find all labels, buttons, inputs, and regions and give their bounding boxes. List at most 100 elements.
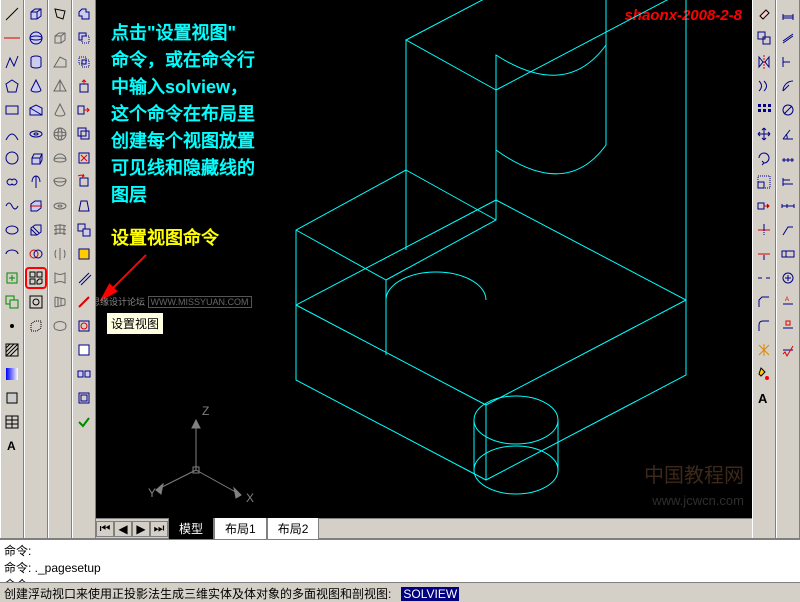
sphere-tool[interactable] [25,27,47,49]
center-mark-tool[interactable] [777,267,799,289]
offset-tool[interactable] [753,75,775,97]
intersect-tool[interactable] [73,51,95,73]
torus-tool[interactable] [25,123,47,145]
extend-tool[interactable] [753,243,775,265]
edgesurf-tool[interactable] [49,315,71,337]
cone-surf-tool[interactable] [49,99,71,121]
tab-model[interactable]: 模型 [168,517,214,540]
tab-layout2[interactable]: 布局2 [267,517,320,540]
3dface-tool[interactable] [49,3,71,25]
circle-tool[interactable] [1,147,23,169]
line-tool[interactable] [1,3,23,25]
clean-tool[interactable] [73,339,95,361]
dimtedit-tool[interactable] [777,315,799,337]
spline-tool[interactable] [1,195,23,217]
revcloud-tool[interactable] [1,171,23,193]
slice-tool[interactable] [25,195,47,217]
fillet-tool[interactable] [753,315,775,337]
chamfer-tool[interactable] [753,291,775,313]
copy-face-tool[interactable] [73,219,95,241]
ellipse-tool[interactable] [1,219,23,241]
copy-edge-tool[interactable] [73,267,95,289]
rulesurf-tool[interactable] [49,291,71,313]
torus-surf-tool[interactable] [49,195,71,217]
make-block-tool[interactable] [1,291,23,313]
pyramid-surf-tool[interactable] [49,75,71,97]
tab-prev[interactable]: ◀ [114,521,132,537]
dim-ordinate-tool[interactable] [777,51,799,73]
dim-baseline-tool[interactable] [777,171,799,193]
move-tool[interactable] [753,123,775,145]
section-tool[interactable] [25,219,47,241]
qdim-tool[interactable] [777,147,799,169]
color-face-tool[interactable] [73,243,95,265]
sphere-surf-tool[interactable] [49,123,71,145]
imprint-tool[interactable] [73,315,95,337]
tab-first[interactable]: ⏮ [96,521,114,537]
erase-tool[interactable] [753,3,775,25]
check-tool[interactable] [73,411,95,433]
mirror-tool[interactable] [753,51,775,73]
subtract-tool[interactable] [73,27,95,49]
box-tool[interactable] [25,3,47,25]
text-tool[interactable]: A [1,435,23,457]
tolerance-tool[interactable] [777,243,799,265]
text-style-tool[interactable]: A [753,387,775,409]
dim-continue-tool[interactable] [777,195,799,217]
dome-surf-tool[interactable] [49,147,71,169]
polygon-tool[interactable] [1,75,23,97]
revolve-tool[interactable] [25,171,47,193]
gradient-tool[interactable] [1,363,23,385]
box-surf-tool[interactable] [49,27,71,49]
point-tool[interactable] [1,315,23,337]
tab-last[interactable]: ⏭ [150,521,168,537]
interfere-tool[interactable] [25,243,47,265]
dim-radius-tool[interactable] [777,75,799,97]
explode-tool[interactable] [753,339,775,361]
tab-layout1[interactable]: 布局1 [214,517,267,540]
wedge-tool[interactable] [25,99,47,121]
taper-face-tool[interactable] [73,195,95,217]
dimstyle-tool[interactable] [777,339,799,361]
region-tool[interactable] [1,387,23,409]
dimedit-tool[interactable]: A [777,291,799,313]
construction-line-tool[interactable] [1,27,23,49]
copy-tool[interactable] [753,27,775,49]
mesh-tool[interactable] [49,219,71,241]
cone-tool[interactable] [25,75,47,97]
wedge-surf-tool[interactable] [49,51,71,73]
dim-aligned-tool[interactable] [777,27,799,49]
leader-tool[interactable] [777,219,799,241]
trim-tool[interactable] [753,219,775,241]
solview-tool[interactable] [25,267,47,289]
break-tool[interactable] [753,267,775,289]
hatch-tool[interactable] [1,339,23,361]
insert-block-tool[interactable] [1,267,23,289]
dim-diameter-tool[interactable] [777,99,799,121]
separate-tool[interactable] [73,363,95,385]
solprof-tool[interactable] [25,315,47,337]
ellipse-arc-tool[interactable] [1,243,23,265]
dish-surf-tool[interactable] [49,171,71,193]
stretch-tool[interactable] [753,195,775,217]
extrude-face-tool[interactable] [73,75,95,97]
delete-face-tool[interactable] [73,147,95,169]
extrude-tool[interactable] [25,147,47,169]
array-tool[interactable] [753,99,775,121]
color-edge-tool[interactable] [73,291,95,313]
dim-angular-tool[interactable] [777,123,799,145]
table-tool[interactable] [1,411,23,433]
soldraw-tool[interactable] [25,291,47,313]
scale-tool[interactable] [753,171,775,193]
tab-next[interactable]: ▶ [132,521,150,537]
arc-tool[interactable] [1,123,23,145]
drawing-canvas[interactable]: shaonx-2008-2-8 点击"设置视图" 命令，或在命令行 中输入sol… [96,0,752,518]
shell-tool[interactable] [73,387,95,409]
tabsurf-tool[interactable] [49,267,71,289]
polyline-tool[interactable] [1,51,23,73]
rectangle-tool[interactable] [1,99,23,121]
revsurf-tool[interactable] [49,243,71,265]
move-face-tool[interactable] [73,99,95,121]
union-tool[interactable] [73,3,95,25]
command-window[interactable]: 命令: 命令: ._pagesetup 命令: 创建浮动视口来使用正投影法生成三… [0,538,800,600]
